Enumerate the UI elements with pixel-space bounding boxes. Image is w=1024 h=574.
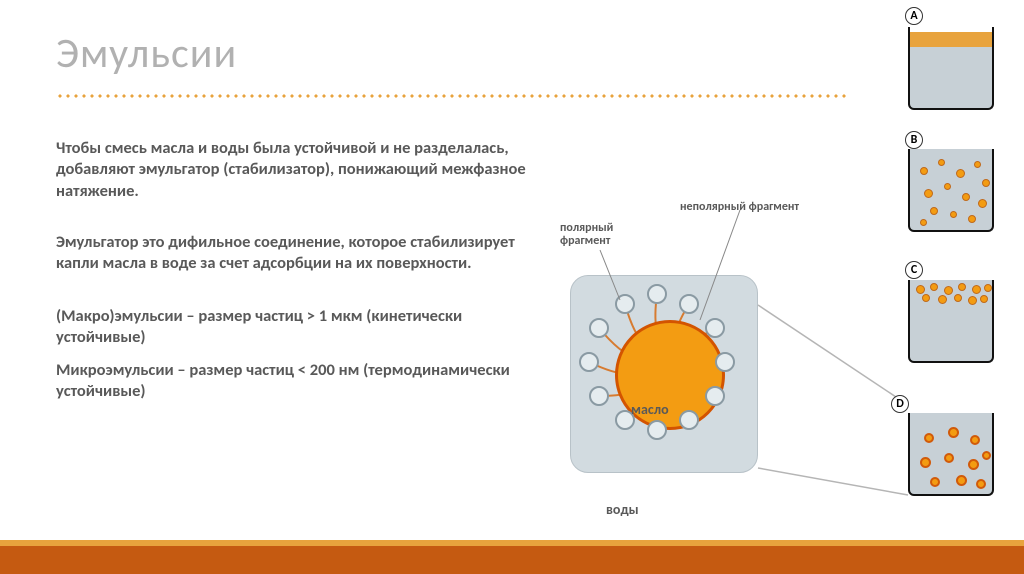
micelle-diagram: масло воды <box>570 275 758 473</box>
oil-droplet <box>954 294 962 302</box>
beaker-a <box>908 27 994 110</box>
surfactant-head <box>589 318 609 338</box>
oil-droplet <box>916 285 925 294</box>
beaker-label-a: A <box>905 7 923 25</box>
beaker-c <box>908 280 994 363</box>
surfactant-head <box>705 318 725 338</box>
surfactant-head <box>647 420 667 440</box>
surfactant-head <box>579 352 599 372</box>
surfactant-head <box>647 284 667 304</box>
oil-droplet <box>938 159 945 166</box>
paragraph-2: Эмульгатор это дифильное соединение, кот… <box>56 232 526 275</box>
surfactant-head <box>589 386 609 406</box>
oil-droplet <box>982 179 990 187</box>
stabilized-droplet <box>920 457 931 468</box>
surfactant-head <box>615 294 635 314</box>
surfactant-head <box>705 386 725 406</box>
stabilized-droplet <box>956 475 967 486</box>
oil-droplet <box>978 199 987 208</box>
slide-title: Эмульсии <box>56 28 237 79</box>
paragraph-4: Микроэмульсии – размер частиц < 200 нм (… <box>56 360 526 403</box>
oil-droplet <box>944 286 953 295</box>
surfactant-head <box>715 352 735 372</box>
stabilized-droplet <box>944 453 954 463</box>
bottom-accent-bar <box>0 540 1024 574</box>
oil-droplet <box>930 207 938 215</box>
oil-droplet <box>972 285 981 294</box>
beaker-label-b: B <box>905 131 923 149</box>
stabilized-droplet <box>968 459 979 470</box>
oil-droplet <box>944 183 951 190</box>
stabilized-droplet <box>924 433 934 443</box>
oil-droplet <box>922 294 930 302</box>
stabilized-droplet <box>976 479 986 489</box>
nonpolar-fragment-label: неполярный фрагмент <box>680 200 799 214</box>
title-underline <box>56 94 846 98</box>
beaker-d <box>908 413 994 496</box>
oil-droplet <box>962 193 970 201</box>
stabilized-droplet <box>970 435 980 445</box>
beaker-label-c: C <box>905 261 923 279</box>
oil-droplet <box>968 215 976 223</box>
surfactant-head <box>679 410 699 430</box>
beaker-label-d: D <box>891 395 909 413</box>
callout-lines <box>0 0 1024 574</box>
oil-droplet <box>958 283 966 291</box>
surfactant-head <box>679 294 699 314</box>
oil-droplet <box>980 295 988 303</box>
oil-droplet <box>950 211 957 218</box>
oil-droplet <box>974 161 981 168</box>
stabilized-droplet <box>948 427 959 438</box>
oil-droplet <box>984 284 992 292</box>
beaker-a-oil-layer <box>910 32 992 47</box>
stabilized-droplet <box>982 451 991 460</box>
oil-droplet <box>968 296 977 305</box>
polar-fragment-label: полярный фрагмент <box>560 222 613 248</box>
oil-droplet <box>956 169 965 178</box>
oil-label: масло <box>631 401 669 418</box>
oil-droplet <box>920 219 927 226</box>
oil-droplet <box>924 189 933 198</box>
water-label: воды <box>606 501 639 518</box>
oil-droplet <box>938 295 947 304</box>
oil-droplet <box>930 283 938 291</box>
oil-droplet <box>920 167 928 175</box>
paragraph-1: Чтобы смесь масла и воды была устойчивой… <box>56 138 526 202</box>
paragraph-3: (Макро)эмульсии – размер частиц > 1 мкм … <box>56 306 526 349</box>
stabilized-droplet <box>930 477 940 487</box>
beaker-b <box>908 149 994 232</box>
